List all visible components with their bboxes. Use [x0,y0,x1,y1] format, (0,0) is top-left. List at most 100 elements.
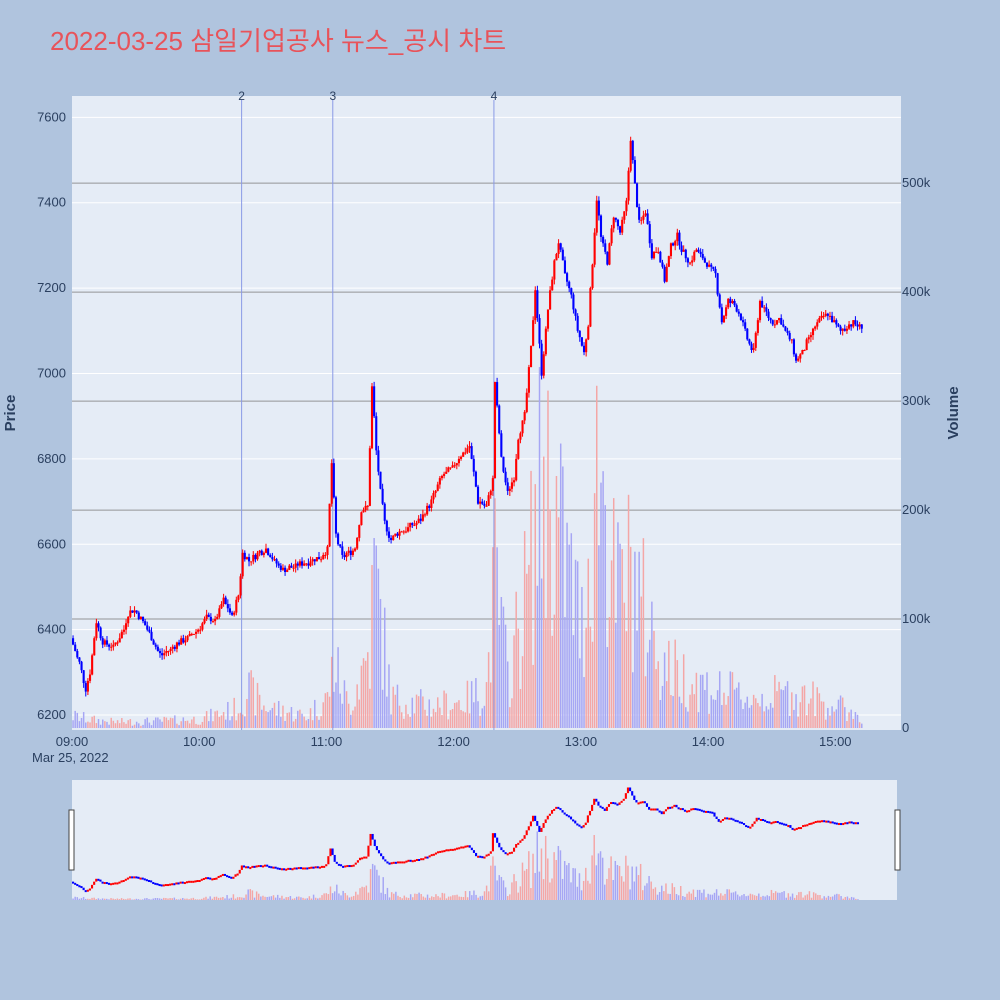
range-slider[interactable] [68,780,901,900]
volume-bar [451,708,454,728]
volume-bar [824,719,827,728]
volume-bar [610,560,613,728]
candle-body [286,569,289,573]
volume-bar [498,624,500,728]
volume-bar [850,709,852,728]
mini-candle [629,787,632,792]
volume-bar [629,546,632,728]
volume-bar [199,724,202,728]
candle-body [184,640,187,643]
range-slider-left-handle[interactable] [68,809,75,871]
mini-candle [658,810,661,813]
candle-body [672,243,675,246]
mini-candle [768,821,771,824]
mini-volume-bar [623,881,625,900]
candle-body [765,307,768,312]
mini-candle [829,821,832,824]
volume-bar [545,618,547,728]
candle-body [150,631,153,641]
mini-volume-bar [122,898,125,900]
mini-volume-bar [378,875,380,900]
candle-body [758,300,762,321]
mini-candle [285,868,288,871]
candle-body [771,320,774,325]
mini-candle [190,880,193,883]
mini-candle [599,805,602,808]
candle-body [807,337,810,340]
mini-volume-bar [618,866,621,900]
volume-bar [72,720,74,728]
volume-bar [562,466,564,728]
candle-body [735,305,738,312]
candle-body [80,661,83,671]
mini-candle [652,808,655,811]
mini-volume-bar [677,895,680,900]
volume-bar [604,505,606,728]
mini-volume-bar [827,895,830,900]
volume-bar [422,696,424,728]
candle-body [377,450,380,472]
candle-body [144,621,147,626]
candle-body [693,251,696,261]
candle-body [544,328,547,355]
candle-body [648,224,651,244]
mini-volume-bar [188,899,190,900]
candle-body [792,339,795,355]
mini-candle [297,867,300,870]
mini-candle [595,798,598,802]
mini-candle [312,866,315,869]
candle-body [411,522,414,526]
mini-volume-bar [646,883,648,900]
mini-volume-bar [625,855,627,900]
volume-bar [670,694,672,728]
volume-bar [381,689,384,728]
mini-candle [546,815,549,820]
volume-bar [572,635,575,728]
mini-candle [550,810,554,814]
mini-volume-bar [245,894,247,900]
volume-bar [386,696,388,728]
mini-volume-bar [262,895,264,900]
main-plot-area[interactable] [72,96,901,730]
mini-candle [637,802,640,805]
volume-bar [193,716,195,728]
mini-candle [76,884,79,887]
candle-body [443,473,446,476]
volume-bar [549,509,551,728]
mini-volume-bar [610,856,612,900]
candle-body [131,610,134,613]
mini-volume-bar [511,882,513,900]
volume-bar [755,698,757,728]
mini-candle [707,810,710,813]
candle-body [788,332,791,340]
mini-candle [764,819,767,822]
mini-candle [331,848,334,855]
range-slider-right-handle[interactable] [894,809,901,871]
volume-bar [704,689,706,728]
candle-body [744,322,747,329]
volume-bar [85,722,87,728]
candle-body [536,290,539,319]
mini-volume-bar [755,895,758,900]
mini-volume-bar [224,898,226,900]
volume-bar [532,664,534,728]
mini-candle [430,854,433,857]
mini-volume-bar [650,881,652,900]
mini-candle [645,803,649,807]
mini-volume-bar [838,894,840,900]
candle-body [122,629,126,632]
volume-bar [494,498,496,728]
range-slider-background[interactable] [72,780,897,900]
candle-body [400,531,403,533]
mini-volume-bar [129,898,131,900]
mini-candle [624,793,627,799]
mini-candle [373,839,376,847]
candle-body [587,326,590,340]
mini-volume-bar [393,893,395,900]
mini-candle [266,864,269,867]
candle-body [292,567,295,569]
volume-bar [97,719,100,728]
mini-volume-bar [521,862,524,900]
mini-volume-bar [268,896,271,900]
mini-volume-bar [382,877,384,900]
